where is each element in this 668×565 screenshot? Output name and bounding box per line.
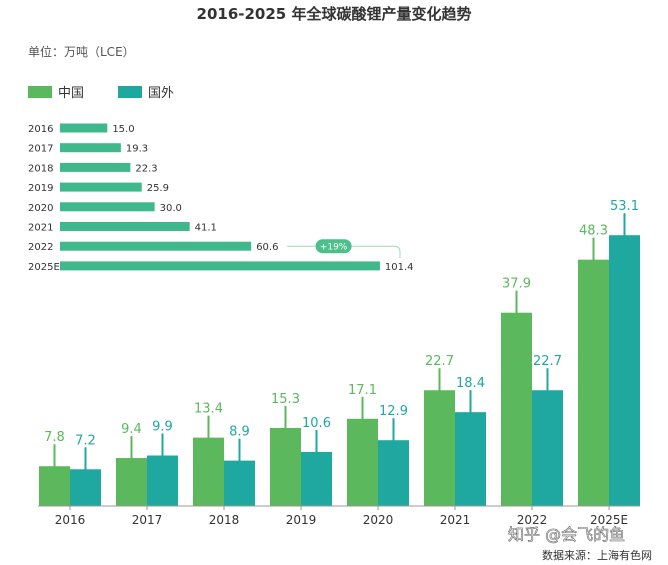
bar-china-2025E xyxy=(578,259,609,506)
hbar-value-7: 101.4 xyxy=(385,262,414,273)
growth-badge xyxy=(315,239,352,254)
hbar-category-0: 2016 xyxy=(28,124,53,135)
legend-label-1: 国外 xyxy=(148,86,174,101)
legend-swatch-1 xyxy=(118,86,142,98)
bar-label-abroad-2021: 18.4 xyxy=(456,376,485,391)
bar-label-china-2022: 37.9 xyxy=(502,277,531,292)
bar-label-china-2021: 22.7 xyxy=(425,354,454,369)
legend-label-0: 中国 xyxy=(58,86,84,101)
unit-label: 单位：万吨（LCE） xyxy=(28,44,135,59)
bar-label-abroad-2019: 10.6 xyxy=(302,416,331,431)
horizontal-bar-chart: 2016 15.0 2017 19.3 2018 22.3 2019 25.9 2020 30.0… xyxy=(28,123,414,273)
hbar-1 xyxy=(60,143,121,153)
bar-china-2022 xyxy=(501,312,532,506)
hbar-category-4: 2020 xyxy=(28,203,53,214)
hbar-category-1: 2017 xyxy=(28,144,53,155)
bar-label-china-2020: 17.1 xyxy=(348,383,377,398)
x-axis-ticks: 2016 2017 2018 2019 2020 2021 2022 2025E xyxy=(55,506,628,527)
hbar-value-2: 22.3 xyxy=(135,163,157,174)
hbar-3 xyxy=(60,182,142,192)
hbar-value-0: 15.0 xyxy=(112,124,134,135)
legend-swatch-0 xyxy=(28,86,52,98)
hbar-category-5: 2021 xyxy=(28,223,53,234)
watermark: 知乎 @会飞的鱼 xyxy=(508,525,625,544)
hbar-2 xyxy=(60,162,131,172)
hbar-0 xyxy=(60,123,108,133)
bar-label-china-2018: 13.4 xyxy=(194,402,223,417)
source-note: 数据来源：上海有色网 xyxy=(542,548,652,562)
x-tick-label-1: 2017 xyxy=(132,513,163,527)
bar-label-abroad-2020: 12.9 xyxy=(379,404,408,419)
bar-label-abroad-2025E: 53.1 xyxy=(610,199,639,214)
bar-label-abroad-2017: 9.9 xyxy=(152,420,173,435)
hbar-6 xyxy=(60,241,252,251)
hbar-4 xyxy=(60,202,155,212)
bar-label-abroad-2018: 8.9 xyxy=(229,425,250,440)
x-tick-label-7: 2025E xyxy=(590,513,628,527)
x-tick-label-3: 2019 xyxy=(286,513,317,527)
hbar-category-7: 2025E xyxy=(28,262,60,273)
x-tick-label-2: 2018 xyxy=(209,513,240,527)
growth-badge-label: +19% xyxy=(320,243,348,253)
legend: 中国 国外 xyxy=(28,86,174,101)
bar-abroad-2025E xyxy=(609,235,640,506)
growth-connector xyxy=(287,245,401,258)
x-tick-label-0: 2016 xyxy=(55,513,86,527)
bar-label-china-2025E: 48.3 xyxy=(579,224,608,239)
hbar-value-4: 30.0 xyxy=(160,203,182,214)
hbar-value-3: 25.9 xyxy=(147,183,169,194)
bar-label-china-2016: 7.8 xyxy=(44,430,65,445)
hbar-value-1: 19.3 xyxy=(126,144,148,155)
x-tick-label-6: 2022 xyxy=(517,513,548,527)
bar-label-china-2019: 15.3 xyxy=(271,392,300,407)
bar-label-abroad-2022: 22.7 xyxy=(533,354,562,369)
hbar-value-5: 41.1 xyxy=(195,223,217,234)
x-tick-label-4: 2020 xyxy=(363,513,394,527)
hbar-category-3: 2019 xyxy=(28,183,53,194)
x-tick-label-5: 2021 xyxy=(440,513,471,527)
hbar-7 xyxy=(60,261,380,271)
hbar-5 xyxy=(60,222,190,231)
hbar-category-2: 2018 xyxy=(28,163,53,174)
hbar-category-6: 2022 xyxy=(28,242,53,253)
bar-label-abroad-2016: 7.2 xyxy=(75,433,96,448)
bar-label-china-2017: 9.4 xyxy=(121,422,142,437)
grouped-bar-chart: 7.8 7.29.4 9.913.48.915.310.617.112.922.71… xyxy=(39,199,640,506)
chart-title: 2016-2025 年全球碳酸锂产量变化趋势 xyxy=(197,5,472,23)
hbar-value-6: 60.6 xyxy=(256,242,278,253)
